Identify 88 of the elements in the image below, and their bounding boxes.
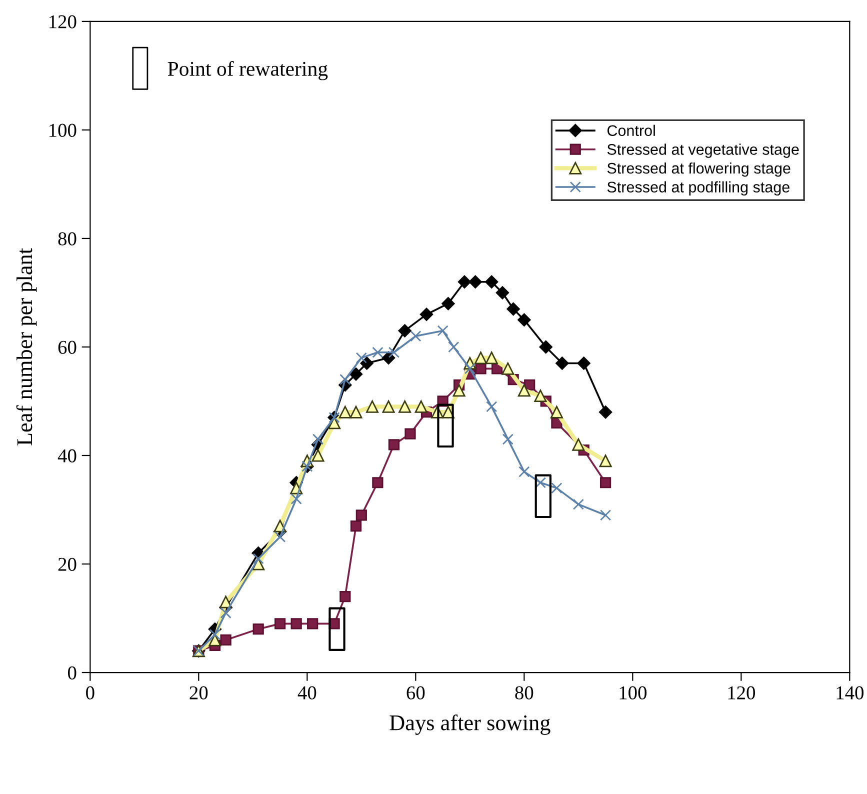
point <box>372 346 384 358</box>
point <box>502 434 514 445</box>
y-tick-label: 60 <box>58 340 76 354</box>
point <box>350 520 362 532</box>
y-tick-label: 80 <box>58 232 76 246</box>
point <box>534 390 547 402</box>
point <box>572 438 585 451</box>
point <box>398 324 412 338</box>
point <box>356 510 367 521</box>
point <box>366 400 379 413</box>
point <box>410 330 422 342</box>
point <box>274 531 286 542</box>
point <box>518 313 531 326</box>
x-tick-label: 120 <box>728 686 756 700</box>
y-tick-label: 0 <box>68 666 76 680</box>
point <box>437 325 448 336</box>
legend-label: Stressed at vegetative stage <box>607 144 799 158</box>
point <box>388 346 400 358</box>
point <box>307 618 318 630</box>
point <box>388 439 400 450</box>
point <box>551 482 562 494</box>
x-tick-label: 100 <box>620 686 647 700</box>
point <box>485 275 498 288</box>
point <box>290 618 302 630</box>
legend-label: Point of rewatering <box>168 61 328 80</box>
point <box>442 296 455 310</box>
y-tick-label: 120 <box>50 15 76 28</box>
point <box>220 607 232 618</box>
point <box>442 406 454 418</box>
legend-label: Stressed at podfilling stage <box>607 181 790 196</box>
point <box>220 634 232 646</box>
legend-label: Control <box>607 124 655 136</box>
point <box>338 406 352 418</box>
point <box>598 406 612 419</box>
point <box>506 302 520 316</box>
legend-label: Stressed at flowering stage <box>607 162 790 177</box>
point <box>572 498 584 510</box>
point <box>496 286 510 300</box>
y-tick-label: 40 <box>58 449 76 462</box>
point <box>518 466 530 478</box>
point <box>475 363 486 374</box>
point <box>252 624 264 635</box>
point <box>398 400 412 413</box>
point <box>600 510 612 521</box>
x-tick-label: 140 <box>836 686 864 700</box>
point <box>486 401 498 412</box>
point <box>414 400 428 413</box>
x-tick-label: 80 <box>515 686 534 700</box>
point <box>312 449 324 462</box>
point <box>485 352 498 364</box>
point <box>518 384 530 397</box>
point <box>468 275 482 288</box>
point <box>382 351 396 364</box>
y-tick-label: 100 <box>50 124 76 137</box>
point <box>349 368 363 381</box>
point <box>577 356 590 370</box>
point <box>539 340 552 354</box>
point <box>356 352 367 364</box>
y-axis-title: Leaf number per plant <box>16 248 37 446</box>
point <box>290 493 302 504</box>
point <box>420 308 434 322</box>
point <box>209 628 220 640</box>
point <box>340 374 351 386</box>
x-axis-title: Days after sowing <box>390 714 550 735</box>
point <box>372 477 384 488</box>
point <box>448 341 460 353</box>
point <box>464 363 476 374</box>
point <box>252 553 264 564</box>
point <box>404 428 416 440</box>
point <box>350 406 362 418</box>
y-tick-label: 20 <box>58 558 76 571</box>
x-tick-label: 60 <box>406 686 425 700</box>
point <box>458 275 472 288</box>
point <box>600 477 612 488</box>
point <box>474 352 488 364</box>
point <box>382 400 395 413</box>
point <box>556 356 569 370</box>
x-tick-label: 20 <box>190 686 208 700</box>
point <box>452 384 466 397</box>
point <box>599 454 612 468</box>
point <box>340 591 351 602</box>
point <box>312 434 324 445</box>
point <box>274 618 286 630</box>
x-tick-label: 0 <box>86 686 94 700</box>
point <box>550 406 563 418</box>
x-tick-label: 40 <box>298 686 316 700</box>
point <box>360 356 374 370</box>
point <box>502 362 514 375</box>
